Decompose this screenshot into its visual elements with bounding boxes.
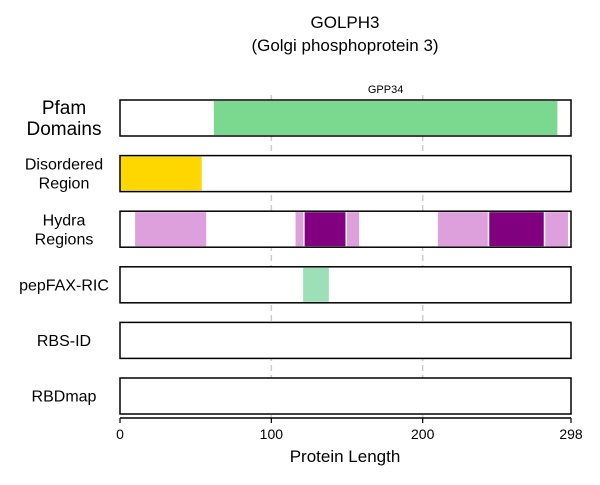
segment-2-0 bbox=[135, 212, 207, 247]
track-border bbox=[119, 99, 572, 137]
track-2: Hydra Regions bbox=[35, 210, 572, 248]
track-background bbox=[120, 378, 571, 414]
x-axis: 0 100 200 298 bbox=[116, 417, 583, 442]
x-tick-label: 100 bbox=[260, 426, 284, 442]
segment-2-2 bbox=[304, 212, 346, 247]
track-label: Pfam bbox=[42, 98, 86, 119]
track-background bbox=[120, 266, 571, 303]
segment-2-1 bbox=[295, 212, 304, 247]
segment-annotation: GPP34 bbox=[368, 84, 403, 96]
track-5: RBDmap bbox=[32, 377, 572, 415]
track-label: Domains bbox=[27, 119, 102, 140]
track-label: Regions bbox=[35, 231, 94, 248]
track-border bbox=[119, 210, 572, 248]
track-label: Region bbox=[39, 176, 90, 193]
track-background bbox=[120, 322, 571, 359]
x-axis-label: Protein Length bbox=[290, 447, 401, 466]
track-3: pepFAX-RIC bbox=[19, 266, 572, 304]
track-label: RBS-ID bbox=[37, 333, 91, 350]
x-tick-label: 200 bbox=[411, 426, 435, 442]
track-label: Hydra bbox=[43, 212, 86, 229]
track-label: RBDmap bbox=[32, 389, 97, 406]
track-1: Disordered Region bbox=[25, 154, 572, 193]
chart-subtitle: (Golgi phosphoprotein 3) bbox=[251, 36, 438, 55]
track-label: pepFAX-RIC bbox=[19, 277, 109, 294]
segment-2-6 bbox=[545, 212, 568, 247]
segment-1-0 bbox=[120, 156, 202, 191]
track-border bbox=[119, 321, 572, 360]
chart-title: GOLPH3 bbox=[311, 13, 380, 32]
x-tick-label: 0 bbox=[116, 426, 124, 442]
grid-lines bbox=[270, 95, 424, 418]
segment-0-0 bbox=[213, 101, 558, 135]
track-border bbox=[119, 154, 572, 193]
segment-2-5 bbox=[489, 212, 544, 247]
track-border bbox=[119, 266, 572, 304]
x-tick-label: 298 bbox=[559, 426, 583, 442]
track-label: Disordered bbox=[25, 157, 103, 174]
segment-2-3 bbox=[347, 212, 360, 247]
track-border bbox=[119, 377, 572, 415]
track-4: RBS-ID bbox=[37, 321, 572, 360]
segment-3-0 bbox=[303, 267, 329, 302]
segment-2-4 bbox=[437, 212, 488, 247]
